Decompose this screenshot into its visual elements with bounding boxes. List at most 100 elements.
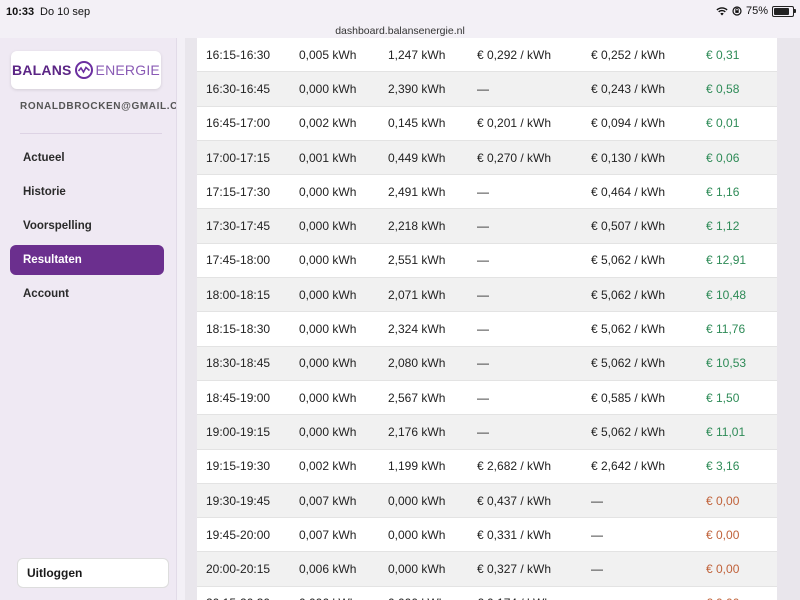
table-cell: 0,000 kWh [388, 493, 446, 508]
sidebar-item-actueel[interactable]: Actueel [23, 152, 65, 164]
table-cell: — [591, 562, 603, 577]
table-cell: € 0,31 [706, 47, 740, 62]
table-cell: 0,000 kWh [299, 322, 357, 337]
table-row: 17:00-17:15 0,001 kWh 0,449 kWh € 0,270 / k… [197, 140, 777, 176]
table-cell: 0,000 kWh [388, 527, 446, 542]
table-cell: € 0,243 / kWh [591, 81, 666, 96]
table-cell: € 0,585 / kWh [591, 390, 666, 405]
table-cell: 2,390 kWh [388, 81, 446, 96]
table-cell: 0,002 kWh [299, 116, 357, 131]
table-row: 18:45-19:00 0,000 kWh 2,567 kWh — € 0,585 / … [197, 380, 777, 416]
table-row: 19:45-20:00 0,007 kWh 0,000 kWh € 0,331 / k… [197, 518, 777, 553]
table-cell: 0,001 kWh [299, 150, 357, 165]
table-row: 16:30-16:45 0,000 kWh 2,390 kWh — € 0,243 / … [197, 72, 777, 107]
table-cell: € 0,00 [706, 596, 777, 600]
table-cell: € 0,00 [706, 493, 740, 508]
table-cell: € 0,094 / kWh [591, 116, 666, 131]
table-cell: — [477, 322, 489, 337]
table-cell: € 0,00 [706, 562, 740, 577]
table-cell: 0,005 kWh [299, 47, 357, 62]
table-cell: € 2,642 / kWh [591, 459, 666, 474]
table-cell: 20:00-20:15 [206, 562, 271, 577]
table-cell: € 11,01 [706, 424, 746, 439]
sidebar-nav: Actueel Historie Voorspelling Resultaten Acc… [10, 143, 164, 313]
table-cell: 17:15-17:30 [206, 184, 271, 199]
table-cell: € 0,201 / kWh [477, 116, 552, 131]
table-cell: 2,324 kWh [388, 322, 446, 337]
table-cell: 0,000 kWh [299, 424, 357, 439]
table-cell: 0,000 kWh [388, 596, 477, 600]
table-cell: 0,000 kWh [299, 390, 357, 405]
table-cell: 0,007 kWh [299, 527, 357, 542]
table-cell: 16:45-17:00 [206, 116, 271, 131]
table-cell: 17:30-17:45 [206, 219, 271, 234]
results-panel[interactable]: 16:15-16:30 0,005 kWh 1,247 kWh € 0,292 / k… [185, 38, 800, 600]
sidebar: BALANS ENERGIE RONALDBROCKEN@GMAIL.COM A… [0, 38, 177, 600]
table-cell: — [477, 390, 489, 405]
brand-logo[interactable]: BALANS ENERGIE [11, 51, 161, 89]
table-cell: € 5,062 / kWh [591, 287, 666, 302]
table-row: 19:30-19:45 0,007 kWh 0,000 kWh € 0,437 / k… [197, 483, 777, 519]
sidebar-item-account[interactable]: Account [23, 288, 69, 300]
table-row: 19:15-19:30 0,002 kWh 1,199 kWh € 2,682 / k… [197, 449, 777, 484]
table-cell: € 0,292 / kWh [477, 47, 552, 62]
table-cell: 1,199 kWh [388, 459, 446, 474]
table-cell: € 0,58 [706, 81, 740, 96]
table-row: 18:15-18:30 0,000 kWh 2,324 kWh — € 5,062 / … [197, 312, 777, 347]
table-cell: € 0,507 / kWh [591, 219, 666, 234]
logo-text-left: BALANS [12, 62, 72, 78]
table-cell: € 0,01 [706, 116, 740, 131]
table-cell: 0,000 kWh [388, 562, 446, 577]
table-cell: — [477, 81, 489, 96]
table-row: 17:45-18:00 0,000 kWh 2,551 kWh — € 5,062 / … [197, 243, 777, 279]
table-cell: 18:30-18:45 [206, 356, 271, 371]
table-cell: 2,551 kWh [388, 253, 446, 268]
table-cell: 18:00-18:15 [206, 287, 271, 302]
table-cell: — [477, 219, 489, 234]
status-indicators: 75% [716, 5, 796, 17]
table-cell: € 10,48 [706, 287, 747, 302]
table-cell: € 11,76 [706, 322, 746, 337]
table-cell: 0,007 kWh [299, 493, 357, 508]
energy-wave-icon [74, 61, 93, 79]
table-cell: 20:15-20:30 [197, 596, 299, 600]
table-cell: 19:00-19:15 [206, 424, 271, 439]
table-cell: 2,071 kWh [388, 287, 446, 302]
table-cell: 19:15-19:30 [206, 459, 271, 474]
table-cell: € 0,252 / kWh [591, 47, 666, 62]
table-cell: 0,006 kWh [299, 596, 388, 600]
table-cell: — [477, 424, 489, 439]
table-cell: € 5,062 / kWh [591, 424, 666, 439]
status-bar: 10:33 Do 10 sep dashboard.balansenergie.… [0, 0, 800, 37]
table-cell: 1,247 kWh [388, 47, 446, 62]
table-cell: 2,567 kWh [388, 390, 446, 405]
table-cell: 19:30-19:45 [206, 493, 271, 508]
table-cell: € 0,331 / kWh [477, 527, 552, 542]
table-cell: 16:30-16:45 [206, 81, 271, 96]
sidebar-item-historie[interactable]: Historie [23, 186, 66, 198]
table-cell: 0,000 kWh [299, 219, 357, 234]
table-cell: € 5,062 / kWh [591, 253, 666, 268]
table-cell: € 1,50 [706, 390, 740, 405]
address-bar-url[interactable]: dashboard.balansenergie.nl [335, 25, 465, 37]
table-cell: 0,000 kWh [299, 184, 357, 199]
table-cell: € 0,06 [706, 150, 740, 165]
table-cell: € 12,91 [706, 253, 747, 268]
table-cell: — [477, 253, 489, 268]
table-row: 19:00-19:15 0,000 kWh 2,176 kWh — € 5,062 / … [197, 415, 777, 450]
table-cell: 2,491 kWh [388, 184, 446, 199]
table-cell: € 10,53 [706, 356, 747, 371]
logo-text-right: ENERGIE [95, 62, 160, 78]
sidebar-item-voorspelling[interactable]: Voorspelling [23, 220, 92, 232]
results-table: 16:15-16:30 0,005 kWh 1,247 kWh € 0,292 / k… [197, 38, 777, 600]
user-email: RONALDBROCKEN@GMAIL.COM [20, 101, 176, 112]
table-cell: € 0,130 / kWh [591, 150, 666, 165]
table-cell: € 3,16 [706, 459, 740, 474]
sidebar-item-resultaten[interactable]: Resultaten [10, 245, 164, 275]
logout-button[interactable]: Uitloggen [17, 558, 169, 588]
table-cell: — [591, 527, 603, 542]
table-cell: 19:45-20:00 [206, 527, 271, 542]
table-cell: € 5,062 / kWh [591, 356, 666, 371]
table-cell: — [477, 287, 489, 302]
table-cell: — [591, 493, 603, 508]
